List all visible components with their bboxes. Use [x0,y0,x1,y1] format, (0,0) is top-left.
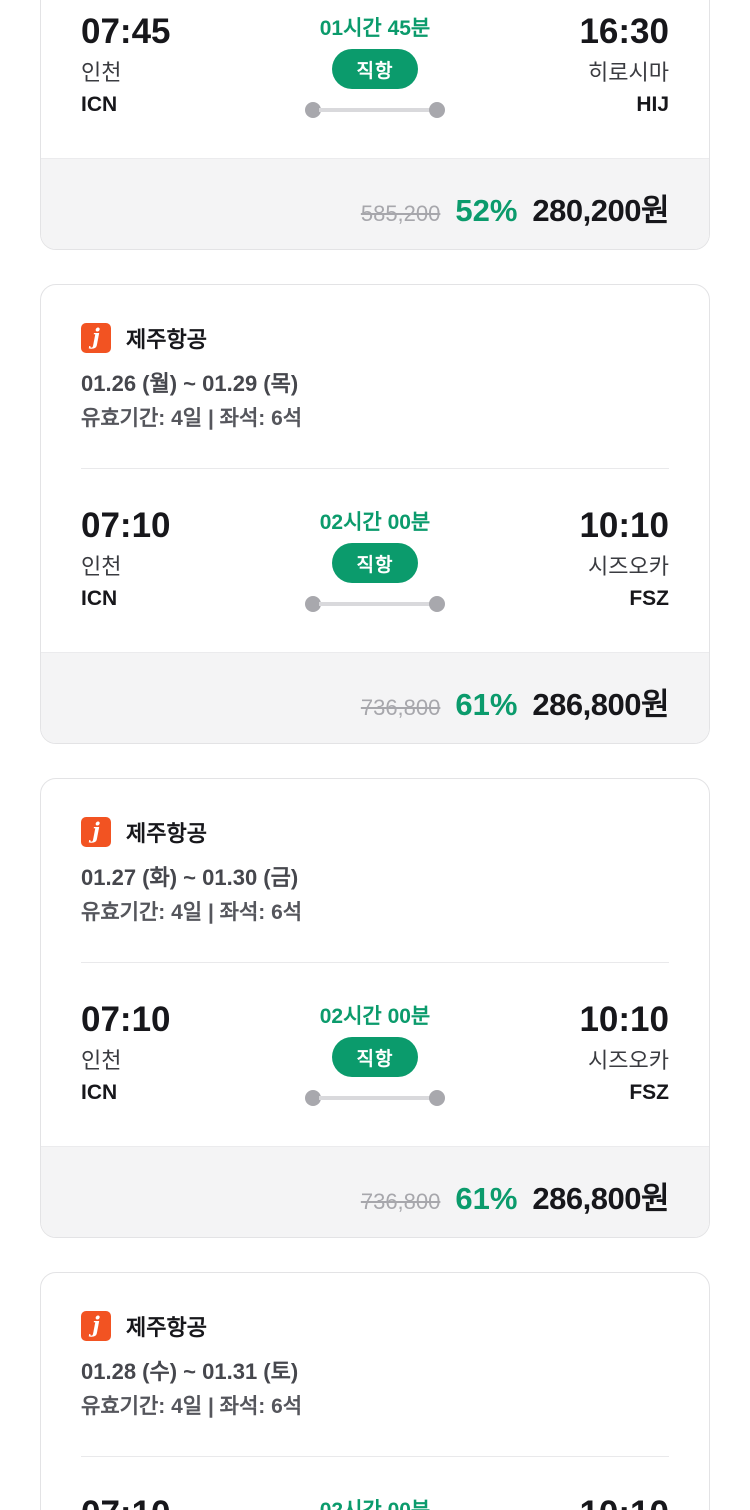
departure-airport-code: ICN [81,1081,118,1104]
airline-row: j 제주항공 [81,323,669,353]
direct-flight-badge: 직항 [332,543,418,583]
arrival-airport-code: FSZ [629,587,669,610]
price-strip: 736,800 61% 286,800원 [41,652,709,743]
direct-flight-badge: 직항 [332,49,418,89]
fare-card-stack: j 07:45 인천 ICN 01시간 45분 직항 [40,0,710,1510]
departure-city: 인천 [81,554,122,579]
route-endpoint-dot [305,596,321,612]
price-strip: 736,800 61% 286,800원 [41,1146,709,1237]
airline-name: 제주항공 [126,821,207,846]
final-price: 286,800원 [532,687,669,722]
card-divider [81,962,669,963]
jeju-air-logo-icon: j [81,1311,111,1341]
flight-middle-column: 02시간 00분 직항 [251,507,499,612]
fare-card-body: j 제주항공 01.26 (월) ~ 01.29 (목) 유효기간: 4일 | … [41,285,709,612]
airline-row: j 제주항공 [81,1311,669,1341]
validity-seats: 유효기간: 4일 | 좌석: 6석 [81,1395,303,1418]
departure-airport-code: ICN [81,93,118,116]
final-price: 280,200원 [532,193,669,228]
departure-endpoint: 07:10 인천 ICN [81,1001,251,1106]
route-bar [319,1096,431,1100]
arrival-city: 시즈오카 [588,1048,669,1073]
flight-duration: 02시간 00분 [319,511,431,534]
fare-card[interactable]: j 제주항공 01.27 (화) ~ 01.30 (금) 유효기간: 4일 | … [40,778,710,1238]
departure-time: 07:10 [81,506,171,545]
route-line [305,102,445,118]
route-line [305,1090,445,1106]
fare-card-body: j 제주항공 01.28 (수) ~ 01.31 (토) 유효기간: 4일 | … [41,1273,709,1510]
flight-middle-column: 01시간 45분 직항 [251,13,499,118]
flight-row: 07:10 인천 ICN 02시간 00분 직항 [81,1001,669,1106]
arrival-endpoint: 10:10 시즈오카 FSZ [499,507,669,612]
fare-card-body: j 07:45 인천 ICN 01시간 45분 직항 [41,0,709,118]
original-price: 736,800 [360,1189,441,1214]
fare-card[interactable]: j 제주항공 01.28 (수) ~ 01.31 (토) 유효기간: 4일 | … [40,1272,710,1510]
discount-percent: 61% [455,1181,518,1216]
route-bar [319,108,431,112]
airline-name: 제주항공 [126,1315,207,1340]
route-endpoint-dot [305,1090,321,1106]
fare-card-body: j 제주항공 01.27 (화) ~ 01.30 (금) 유효기간: 4일 | … [41,779,709,1106]
route-endpoint-dot [429,102,445,118]
arrival-airport-code: FSZ [629,1081,669,1104]
card-divider [81,1456,669,1457]
validity-seats: 유효기간: 4일 | 좌석: 6석 [81,407,303,430]
airline-name: 제주항공 [126,327,207,352]
route-endpoint-dot [429,596,445,612]
departure-time: 07:10 [81,1495,251,1510]
discount-percent: 61% [455,687,518,722]
flight-middle-column: 02시간 00분 [251,1495,499,1510]
card-divider [81,468,669,469]
departure-time: 07:45 [81,12,171,51]
arrival-time: 10:10 [579,1495,669,1510]
price-strip: 585,200 52% 280,200원 [41,158,709,249]
validity-seats: 유효기간: 4일 | 좌석: 6석 [81,901,303,924]
arrival-endpoint: 16:30 히로시마 HIJ [499,13,669,118]
flight-row: 07:10 인천 ICN 02시간 00분 직항 [81,507,669,612]
flight-middle-column: 02시간 00분 직항 [251,1001,499,1106]
flight-duration: 02시간 00분 [319,1005,431,1028]
direct-flight-badge: 직항 [332,1037,418,1077]
jeju-air-logo-icon: j [81,323,111,353]
arrival-airport-code: HIJ [636,93,669,116]
departure-time: 07:10 [81,1000,171,1039]
arrival-city: 시즈오카 [588,554,669,579]
flight-row: 07:45 인천 ICN 01시간 45분 직항 [81,13,669,118]
arrival-time: 10:10 [579,1000,669,1039]
fare-card[interactable]: j 제주항공 01.26 (월) ~ 01.29 (목) 유효기간: 4일 | … [40,284,710,744]
trip-date-range: 01.26 (월) ~ 01.29 (목) [81,371,299,396]
original-price: 585,200 [360,201,441,226]
discount-percent: 52% [455,193,518,228]
airline-row: j 제주항공 [81,817,669,847]
route-endpoint-dot [305,102,321,118]
departure-city: 인천 [81,60,122,85]
final-price: 286,800원 [532,1181,669,1216]
flight-row: 07:10 02시간 00분 10:10 [81,1495,669,1510]
arrival-endpoint: 10:10 시즈오카 FSZ [499,1001,669,1106]
departure-endpoint: 07:10 인천 ICN [81,507,251,612]
route-line [305,596,445,612]
original-price: 736,800 [360,695,441,720]
departure-endpoint: 07:10 [81,1495,251,1510]
arrival-time: 10:10 [579,506,669,545]
trip-date-range: 01.28 (수) ~ 01.31 (토) [81,1359,299,1384]
arrival-city: 히로시마 [588,60,669,85]
arrival-time: 16:30 [579,12,669,51]
trip-date-range: 01.27 (화) ~ 01.30 (금) [81,865,299,890]
arrival-endpoint: 10:10 [499,1495,669,1510]
departure-airport-code: ICN [81,587,118,610]
route-endpoint-dot [429,1090,445,1106]
flight-duration: 02시간 00분 [320,1498,431,1510]
fare-card[interactable]: j 07:45 인천 ICN 01시간 45분 직항 [40,0,710,250]
route-bar [319,602,431,606]
flight-duration: 01시간 45분 [319,17,431,40]
jeju-air-logo-icon: j [81,817,111,847]
departure-endpoint: 07:45 인천 ICN [81,13,251,118]
departure-city: 인천 [81,1048,122,1073]
